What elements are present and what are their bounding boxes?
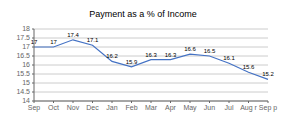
svg-text:Sep p: Sep p: [259, 104, 277, 112]
html-text:Payment as a % of Income: Payment as a % of Income: [89, 9, 197, 19]
svg-text:18: 18: [22, 25, 30, 32]
svg-text:Feb: Feb: [125, 104, 137, 111]
svg-text:16.5: 16.5: [204, 48, 216, 54]
svg-text:16.5: 16.5: [16, 52, 30, 59]
svg-text:14: 14: [22, 97, 30, 104]
svg-text:17: 17: [31, 39, 38, 45]
svg-text:17: 17: [22, 43, 30, 50]
svg-text:Mar: Mar: [145, 104, 158, 111]
svg-text:17.5: 17.5: [16, 34, 30, 41]
svg-text:Jun: Jun: [204, 104, 215, 111]
svg-text:17.4: 17.4: [67, 32, 79, 38]
svg-text:17: 17: [50, 39, 57, 45]
svg-text:16.3: 16.3: [145, 52, 157, 58]
svg-text:16: 16: [22, 61, 30, 68]
svg-text:Apr: Apr: [165, 104, 177, 112]
svg-text:Aug r: Aug r: [240, 104, 257, 112]
svg-text:15.5: 15.5: [16, 70, 30, 77]
svg-text:May: May: [183, 104, 197, 112]
svg-text:Nov: Nov: [67, 104, 80, 111]
svg-text:15: 15: [22, 79, 30, 86]
svg-text:Sep: Sep: [28, 104, 41, 112]
svg-text:Jul: Jul: [225, 104, 234, 111]
svg-text:Oct: Oct: [48, 104, 59, 111]
svg-text:16.2: 16.2: [106, 53, 118, 59]
svg-text:15.6: 15.6: [243, 64, 255, 70]
svg-text:16.3: 16.3: [165, 52, 177, 58]
svg-text:16.1: 16.1: [223, 55, 235, 61]
svg-text:15.9: 15.9: [126, 59, 138, 65]
svg-text:Dec: Dec: [86, 104, 99, 111]
svg-text:17.1: 17.1: [87, 37, 99, 43]
svg-text:15.2: 15.2: [262, 71, 274, 77]
svg-text:16.6: 16.6: [184, 46, 196, 52]
svg-text:Jan: Jan: [106, 104, 117, 111]
svg-text:14.5: 14.5: [16, 88, 30, 95]
